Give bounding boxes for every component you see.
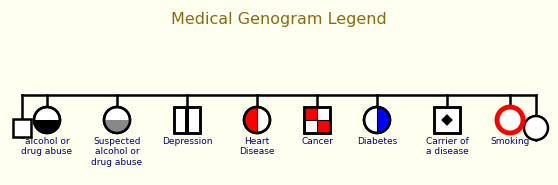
Bar bbox=[317, 120, 330, 133]
Text: alcohol or
drug abuse: alcohol or drug abuse bbox=[21, 137, 73, 156]
Text: Depression: Depression bbox=[162, 137, 212, 146]
Text: Diabetes: Diabetes bbox=[357, 137, 397, 146]
Wedge shape bbox=[244, 107, 257, 133]
Text: Medical Genogram Legend: Medical Genogram Legend bbox=[171, 12, 387, 27]
Circle shape bbox=[34, 107, 60, 133]
Text: Cancer: Cancer bbox=[301, 137, 333, 146]
Circle shape bbox=[364, 107, 390, 133]
Circle shape bbox=[244, 107, 270, 133]
Wedge shape bbox=[34, 120, 60, 133]
Text: Heart
Disease: Heart Disease bbox=[239, 137, 275, 156]
Bar bbox=[304, 107, 330, 133]
Wedge shape bbox=[104, 120, 130, 133]
Text: Smoking: Smoking bbox=[490, 137, 530, 146]
Bar bbox=[434, 107, 460, 133]
Circle shape bbox=[104, 107, 130, 133]
Polygon shape bbox=[441, 114, 453, 126]
Bar bbox=[434, 107, 460, 133]
Circle shape bbox=[524, 116, 548, 140]
Text: Suspected
alcohol or
drug abuse: Suspected alcohol or drug abuse bbox=[92, 137, 142, 167]
Bar bbox=[13, 119, 31, 137]
Text: Carrier of
a disease: Carrier of a disease bbox=[426, 137, 468, 156]
Wedge shape bbox=[377, 107, 390, 133]
Circle shape bbox=[497, 107, 523, 133]
Bar bbox=[185, 108, 190, 132]
Bar bbox=[174, 107, 200, 133]
Bar bbox=[304, 107, 317, 120]
Bar bbox=[174, 107, 200, 133]
Bar bbox=[304, 107, 330, 133]
Circle shape bbox=[497, 107, 523, 133]
